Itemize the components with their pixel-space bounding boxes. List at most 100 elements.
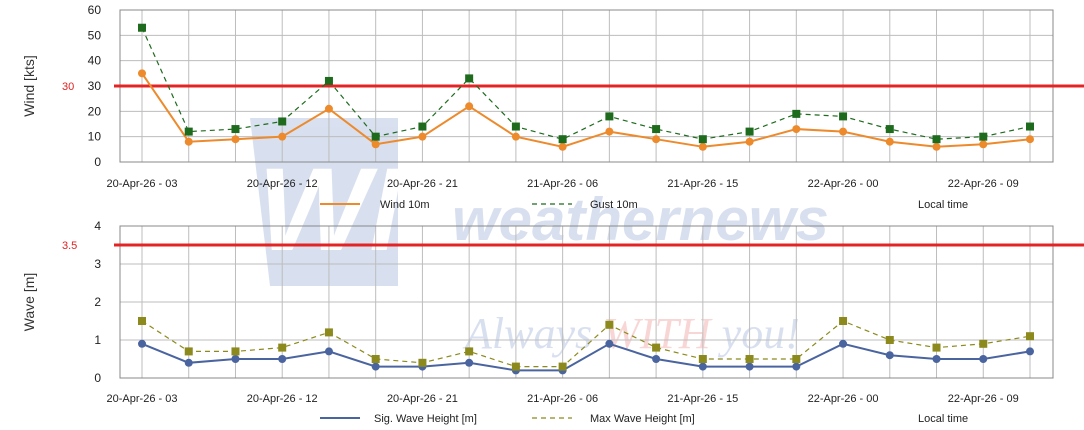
- watermark: WN weathernews Always WITH you!: [250, 118, 829, 358]
- wind-x-tick-label: 22-Apr-26 - 09: [948, 178, 1019, 190]
- legend-gust-10m-label: Gust 10m: [590, 199, 638, 211]
- wind-series-2-point: [979, 132, 988, 141]
- wind-legend: Wind 10m Gust 10m Local time: [320, 199, 968, 211]
- wave-series-1-point: [184, 358, 193, 367]
- wave-series-1-point: [1026, 347, 1034, 356]
- wave-series-2-point: [465, 347, 474, 356]
- wave-threshold-label: 3.5: [62, 240, 77, 252]
- wind-x-tick-label: 20-Apr-26 - 03: [107, 178, 178, 190]
- wave-series-2-point: [885, 336, 894, 344]
- wave-series-1-point: [605, 339, 614, 348]
- wave-x-ticks: 20-Apr-26 - 03 20-Apr-26 - 12 20-Apr-26 - …: [107, 393, 1019, 405]
- wave-series-line-1: [141, 342, 1031, 372]
- wind-series-1-point: [511, 132, 520, 141]
- wind-series-1-point: [792, 125, 801, 134]
- wind-series-1-point: [839, 127, 848, 136]
- wind-x-tick-label: 20-Apr-26 - 12: [247, 178, 318, 190]
- wave-series-2-point: [652, 343, 661, 352]
- wave-series-1-point: [278, 355, 287, 363]
- wind-series-1-point: [698, 142, 707, 151]
- watermark-slogan-1: Always: [462, 309, 603, 358]
- wind-y-axis-title: Wind [kts]: [21, 55, 37, 116]
- wind-series-2-point: [371, 132, 380, 141]
- wave-series: [138, 317, 1034, 375]
- legend-wind-10m-label: Wind 10m: [380, 199, 430, 211]
- wave-series-2-point: [324, 328, 333, 337]
- wave-series-2-point: [511, 362, 520, 371]
- wave-series-2-point: [138, 317, 146, 325]
- watermark-slogan: Always WITH you!: [462, 309, 800, 358]
- wave-series-1-point: [371, 362, 380, 371]
- wind-series-2-point: [839, 112, 848, 121]
- wind-series-1-point: [932, 142, 941, 151]
- wind-y-tick-label: 0: [94, 155, 101, 169]
- wind-x-tick-label: 22-Apr-26 - 00: [808, 178, 879, 190]
- wave-series-2-point: [698, 355, 707, 363]
- legend-local-time-2: Local time: [918, 413, 968, 425]
- wind-series-2-point: [932, 135, 941, 144]
- wave-y-tick-label: 1: [94, 333, 101, 347]
- wind-series-2-point: [138, 23, 146, 32]
- wave-series-2-point: [745, 355, 754, 363]
- wind-series-2-point: [511, 122, 520, 131]
- wave-series-1-point: [465, 358, 474, 367]
- wave-plot-frame: [119, 225, 1054, 379]
- wave-series-2-point: [278, 343, 287, 352]
- wave-series-1-point: [792, 362, 801, 371]
- wave-series-1-point: [839, 339, 848, 348]
- wave-series-1-point: [138, 339, 146, 348]
- wave-series-1-point: [979, 355, 988, 363]
- wind-series-2-point: [324, 76, 333, 85]
- wind-series-1-point: [558, 142, 567, 151]
- wave-legend: Sig. Wave Height [m] Max Wave Height [m]…: [320, 413, 968, 425]
- wave-series-2-point: [932, 343, 941, 352]
- wave-y-axis-title: Wave [m]: [21, 273, 37, 332]
- wind-series-1-point: [371, 140, 380, 149]
- wave-y-ticks: 0 1 2 3 4: [94, 219, 101, 385]
- wind-y-tick-label: 30: [88, 79, 102, 93]
- wave-series-1-point: [932, 355, 941, 363]
- wave-series-2-point: [231, 347, 240, 356]
- wind-series-2-point: [792, 109, 801, 118]
- wind-x-ticks: 20-Apr-26 - 03 20-Apr-26 - 12 20-Apr-26 - …: [107, 178, 1019, 190]
- wind-series-1-point: [652, 135, 661, 144]
- wave-series-line-2: [141, 320, 1031, 368]
- wind-x-tick-label: 21-Apr-26 - 06: [527, 178, 598, 190]
- wind-series-1-point: [1026, 135, 1034, 144]
- wave-x-tick-label: 20-Apr-26 - 03: [107, 393, 178, 405]
- wind-series-2-point: [278, 117, 287, 126]
- wave-series-2-point: [418, 358, 427, 367]
- wind-series-2-point: [605, 112, 614, 121]
- wave-x-tick-label: 20-Apr-26 - 21: [387, 393, 458, 405]
- wind-series-1-point: [231, 135, 240, 144]
- legend-local-time: Local time: [918, 199, 968, 211]
- wave-x-tick-label: 20-Apr-26 - 12: [247, 393, 318, 405]
- wind-series-2-point: [558, 135, 567, 144]
- wave-y-tick-label: 4: [94, 219, 101, 233]
- wave-series-2-point: [839, 317, 848, 325]
- wind-y-ticks: 0 10 20 30 40 50 60: [88, 3, 102, 169]
- wind-y-tick-label: 20: [88, 104, 102, 118]
- wind-threshold-label: 30: [62, 81, 74, 93]
- wave-series-2-point: [371, 355, 380, 363]
- wave-series-1-point: [324, 347, 333, 356]
- wave-y-tick-label: 2: [94, 295, 101, 309]
- wind-series-2-point: [652, 125, 661, 134]
- wave-series-2-point: [979, 339, 988, 348]
- wind-series-1-point: [885, 137, 894, 146]
- wave-series-1-point: [231, 355, 240, 363]
- watermark-brand: weathernews: [452, 186, 829, 253]
- wind-y-tick-label: 10: [88, 130, 102, 144]
- wave-y-tick-label: 3: [94, 257, 101, 271]
- wave-series-2-point: [1026, 332, 1034, 341]
- wind-series-2-point: [418, 122, 427, 131]
- wind-y-tick-label: 60: [88, 3, 102, 17]
- wind-series-1-point: [324, 104, 333, 113]
- wind-x-tick-label: 20-Apr-26 - 21: [387, 178, 458, 190]
- wind-series-1-point: [745, 137, 754, 146]
- wind-series-2-point: [745, 127, 754, 136]
- wind-series-line-1: [141, 72, 1031, 148]
